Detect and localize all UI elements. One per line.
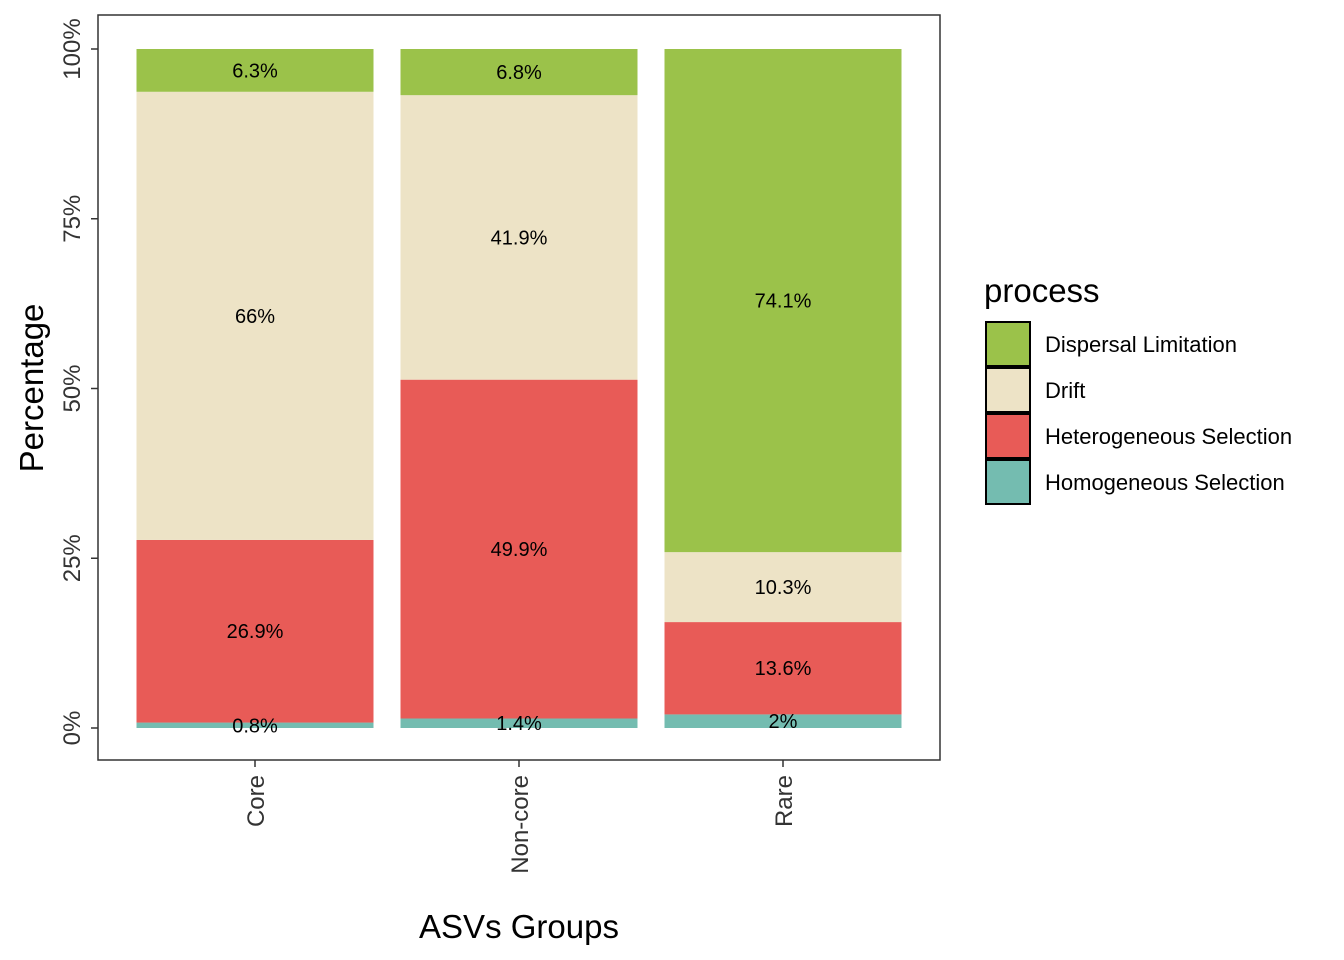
data-label-rare-drift: 10.3% [755, 577, 812, 599]
data-label-rare-heterogeneous-selection: 13.6% [755, 658, 812, 680]
x-tick-label-core: Core [243, 775, 270, 827]
x-tick-label-non-core: Non-core [507, 775, 534, 874]
legend-key-drift [986, 368, 1030, 412]
x-axis: Core Non-core Rare [243, 760, 798, 874]
y-tick-label: 100% [59, 18, 86, 79]
data-label-non-core-dispersal-limitation: 6.8% [496, 62, 542, 84]
data-label-non-core-homogeneous-selection: 1.4% [496, 713, 542, 735]
y-tick-label: 75% [59, 195, 86, 243]
data-label-core-heterogeneous-selection: 26.9% [227, 621, 284, 643]
y-axis: 0% 25% 50% 75% 100% [59, 18, 98, 745]
y-tick-label: 0% [59, 711, 86, 746]
data-label-core-drift: 66% [235, 306, 275, 328]
legend-key-homogeneous-selection [986, 460, 1030, 504]
legend-key-heterogeneous-selection [986, 414, 1030, 458]
legend-label-homogeneous-selection: Homogeneous Selection [1045, 470, 1285, 495]
y-axis-title: Percentage [13, 304, 50, 473]
legend-title: process [984, 272, 1100, 309]
data-label-rare-dispersal-limitation: 74.1% [755, 291, 812, 313]
legend-key-dispersal-limitation [986, 322, 1030, 366]
data-label-non-core-heterogeneous-selection: 49.9% [491, 539, 548, 561]
data-label-core-dispersal-limitation: 6.3% [232, 60, 278, 82]
legend-label-heterogeneous-selection: Heterogeneous Selection [1045, 424, 1292, 449]
x-axis-title: ASVs Groups [419, 908, 619, 945]
legend-label-dispersal-limitation: Dispersal Limitation [1045, 332, 1237, 357]
legend: process Dispersal Limitation Drift Heterog… [984, 272, 1292, 504]
legend-label-drift: Drift [1045, 378, 1085, 403]
data-label-non-core-drift: 41.9% [491, 227, 548, 249]
y-tick-label: 25% [59, 534, 86, 582]
data-label-rare-homogeneous-selection: 2% [769, 711, 798, 733]
data-label-core-homogeneous-selection: 0.8% [232, 715, 278, 737]
x-tick-label-rare: Rare [771, 775, 798, 827]
y-tick-label: 50% [59, 364, 86, 412]
